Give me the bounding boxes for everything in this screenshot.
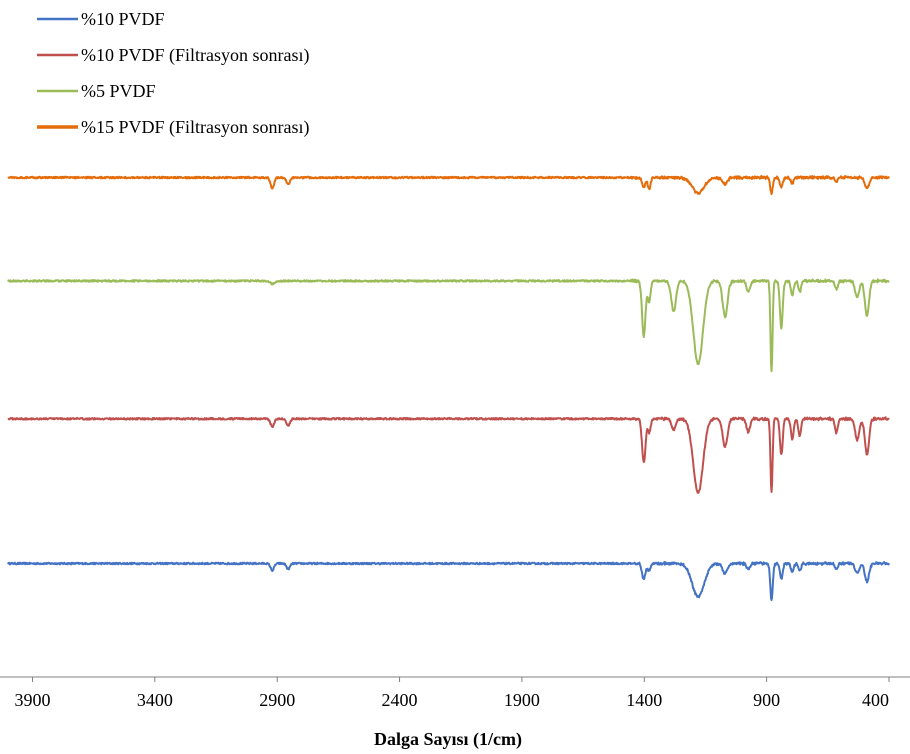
x-axis-ticks: 3900 3400 2900 2400 1900 1400 900 400 (14, 677, 890, 710)
series-line-2 (7, 416, 890, 494)
legend-label: %10 PVDF (Filtrasyon sonrası) (81, 45, 310, 66)
series-layer (7, 175, 890, 602)
x-tick-label: 1900 (504, 690, 540, 710)
legend: %10 PVDF %10 PVDF (Filtrasyon sonrası) %5 … (37, 9, 310, 138)
series-line-3 (7, 278, 890, 373)
x-tick-label: 1400 (626, 690, 662, 710)
legend-label: %15 PVDF (Filtrasyon sonrası) (81, 117, 310, 138)
x-tick-label: 400 (862, 690, 889, 710)
legend-label: %5 PVDF (81, 81, 156, 101)
series-line-4 (7, 175, 890, 196)
x-axis-title: Dalga Sayısı (1/cm) (374, 729, 522, 750)
series-line-1 (7, 560, 890, 602)
x-tick-label: 2400 (382, 690, 418, 710)
x-tick-label: 2900 (259, 690, 295, 710)
x-tick-label: 3400 (137, 690, 173, 710)
x-tick-label: 900 (753, 690, 780, 710)
x-tick-label: 3900 (14, 690, 50, 710)
legend-label: %10 PVDF (81, 9, 165, 29)
